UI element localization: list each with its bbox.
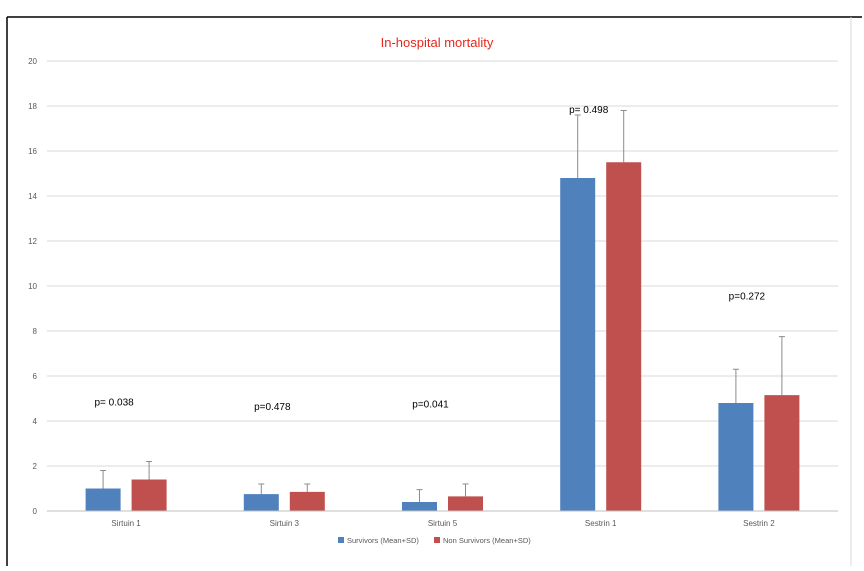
chart-title: In-hospital mortality (381, 35, 494, 50)
bar-non-survivors (448, 496, 483, 511)
p-value-label: p=0.478 (254, 402, 291, 413)
y-tick-label: 4 (33, 417, 38, 426)
p-value-label: p= 0.498 (569, 105, 609, 116)
y-tick-label: 6 (33, 372, 38, 381)
y-tick-label: 8 (33, 327, 38, 336)
bar-non-survivors (289, 491, 325, 511)
legend-swatch (338, 537, 344, 543)
y-tick-label: 14 (28, 192, 37, 201)
bars (85, 162, 800, 511)
y-tick-label: 16 (28, 147, 37, 156)
error-bars (100, 110, 785, 502)
legend-label: Non Survivors (Mean+SD) (443, 536, 531, 545)
y-axis-tick-labels: 0 2 4 6 8 10 12 14 16 18 20 (28, 57, 37, 516)
y-tick-label: 10 (28, 282, 37, 291)
x-category-label: Sestrin 2 (743, 519, 775, 528)
x-category-label: Sirtuin 1 (111, 519, 141, 528)
bar-survivors (243, 494, 279, 511)
bar-non-survivors (764, 395, 800, 511)
p-value-label: p=0.041 (412, 400, 449, 411)
y-tick-label: 12 (28, 237, 37, 246)
legend-swatch (434, 537, 440, 543)
bar-survivors (85, 488, 121, 511)
bar-survivors (560, 178, 596, 511)
y-tick-label: 2 (33, 462, 38, 471)
bar-non-survivors (131, 479, 167, 511)
x-axis-category-labels: Sirtuin 1 Sirtuin 3 Sirtuin 5 Sestrin 1 Sest… (111, 519, 775, 528)
bar-survivors (402, 502, 437, 511)
legend: Survivors (Mean+SD) Non Survivors (Mean+S… (338, 536, 531, 545)
legend-label: Survivors (Mean+SD) (347, 536, 419, 545)
p-value-label: p=0.272 (729, 292, 766, 303)
y-tick-label: 0 (33, 507, 38, 516)
x-category-label: Sirtuin 5 (428, 519, 458, 528)
gridlines (47, 60, 838, 467)
p-value-annotations: p= 0.038 p=0.478 p=0.041 p= 0.498 p=0.272 (94, 105, 765, 413)
bar-non-survivors (606, 162, 642, 511)
x-category-label: Sirtuin 3 (270, 519, 300, 528)
x-category-label: Sestrin 1 (585, 519, 617, 528)
y-tick-label: 18 (28, 102, 37, 111)
y-tick-label: 20 (28, 57, 37, 66)
p-value-label: p= 0.038 (94, 397, 134, 408)
bar-survivors (718, 403, 754, 511)
